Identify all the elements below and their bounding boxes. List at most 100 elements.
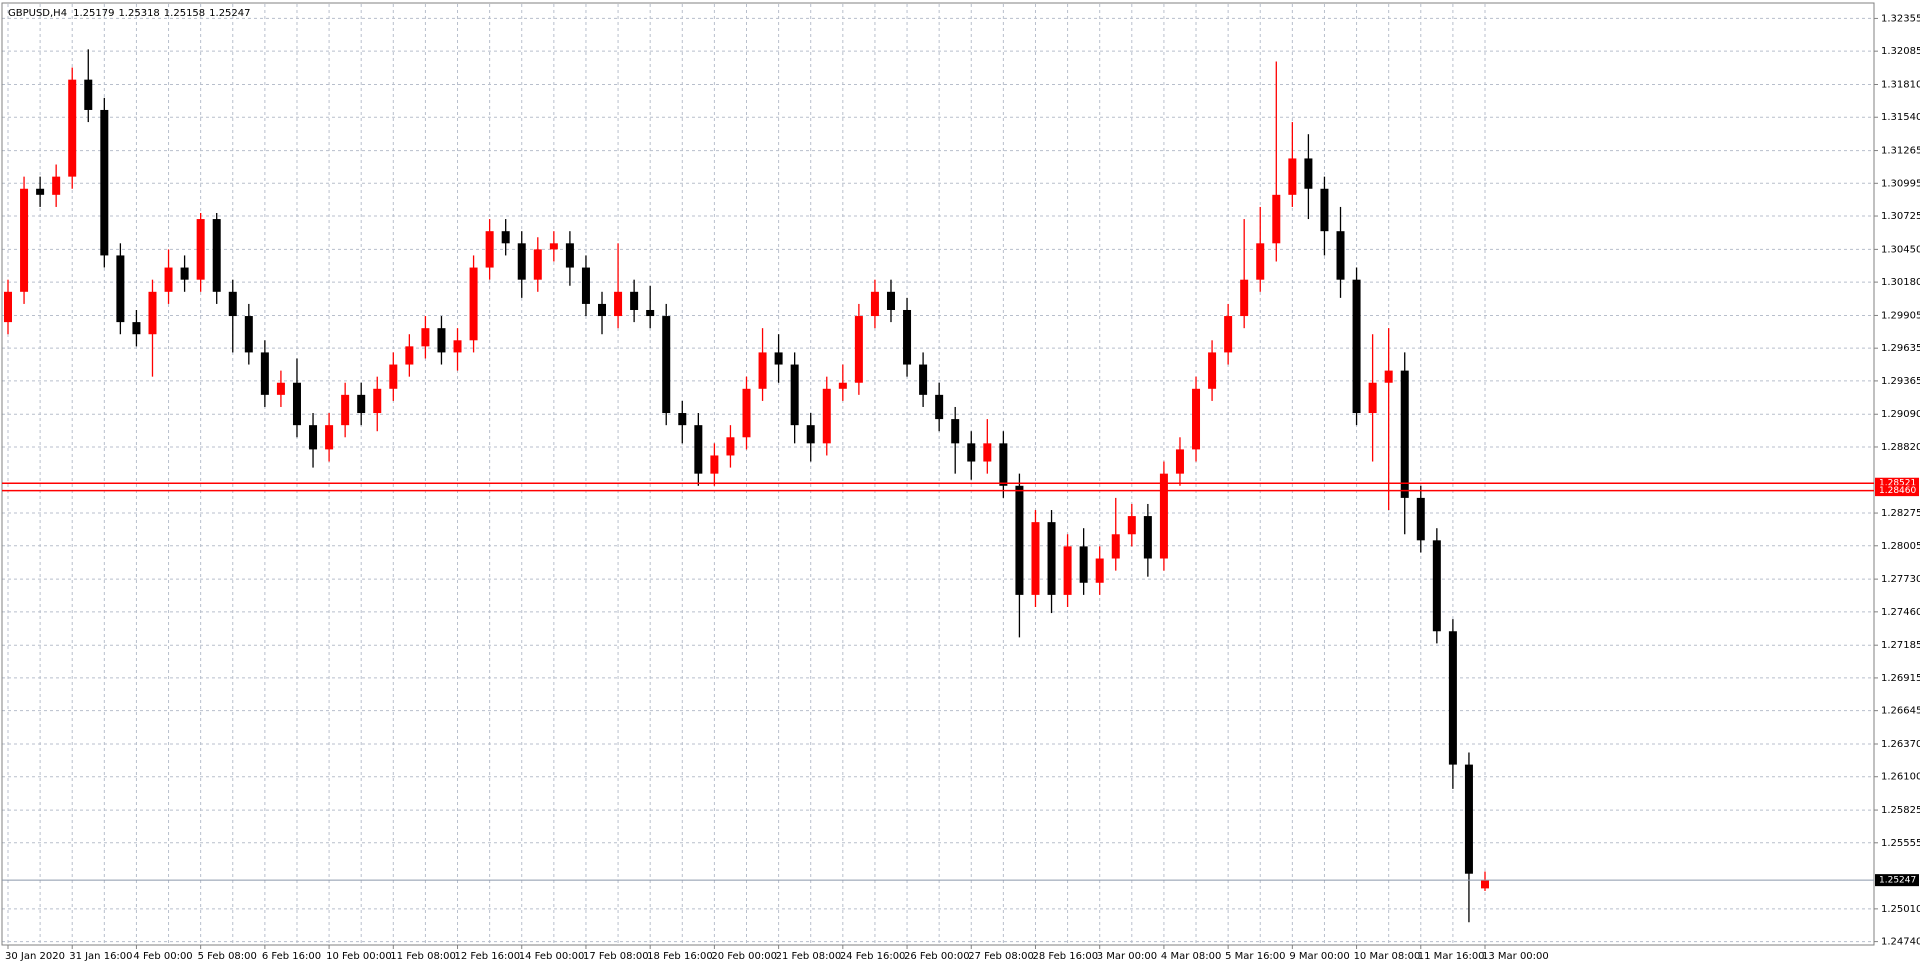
y-tick-label: 1.26645 xyxy=(1881,706,1920,717)
candle-body xyxy=(1111,534,1120,559)
x-tick-label: 30 Jan 2020 xyxy=(5,951,65,962)
y-tick-label: 1.25010 xyxy=(1881,904,1920,915)
candle-body xyxy=(1384,370,1393,383)
candle-body xyxy=(1015,485,1024,595)
x-tick-label: 17 Feb 08:00 xyxy=(583,951,649,962)
y-tick-label: 1.26370 xyxy=(1881,739,1920,750)
candle-body xyxy=(790,364,799,426)
candle-body xyxy=(1320,188,1329,232)
y-tick-label: 1.27185 xyxy=(1881,640,1920,651)
header-low: 1.25158 xyxy=(164,8,205,19)
y-tick-label: 1.32085 xyxy=(1881,46,1920,57)
candle-body xyxy=(854,316,863,383)
candle-body xyxy=(132,322,141,335)
candle-body xyxy=(726,437,735,456)
x-tick-label: 27 Feb 08:00 xyxy=(968,951,1034,962)
y-tick-label: 1.28005 xyxy=(1881,541,1920,552)
candle-body xyxy=(84,79,93,110)
candle-body xyxy=(822,388,831,444)
candle-body xyxy=(501,231,510,244)
y-tick-label: 1.25825 xyxy=(1881,805,1920,816)
candle-body xyxy=(228,291,237,317)
candle-body xyxy=(630,291,639,310)
y-tick-label: 1.29365 xyxy=(1881,376,1920,387)
candle-body xyxy=(967,443,976,462)
candle-body xyxy=(36,188,45,195)
x-tick-label: 10 Feb 00:00 xyxy=(326,951,392,962)
candle-body xyxy=(1224,316,1233,353)
y-tick-label: 1.32355 xyxy=(1881,13,1920,24)
y-tick-label: 1.31540 xyxy=(1881,112,1920,123)
candle-body xyxy=(421,328,430,347)
candle-body xyxy=(116,255,125,323)
candle-body xyxy=(694,425,703,474)
candle-body xyxy=(1336,231,1345,280)
x-tick-label: 6 Feb 16:00 xyxy=(262,951,321,962)
candle-body xyxy=(148,291,157,335)
x-tick-label: 26 Feb 00:00 xyxy=(904,951,970,962)
x-tick-label: 12 Feb 16:00 xyxy=(455,951,521,962)
candle-body xyxy=(389,364,398,389)
y-tick-label: 1.27730 xyxy=(1881,574,1920,585)
x-tick-label: 3 Mar 00:00 xyxy=(1097,951,1157,962)
candle-body xyxy=(1464,764,1473,874)
x-tick-label: 11 Mar 16:00 xyxy=(1418,951,1485,962)
candle-body xyxy=(549,243,558,250)
candle-body xyxy=(1240,279,1249,317)
candle-body xyxy=(999,443,1008,486)
candle-body xyxy=(100,109,109,256)
candle-body xyxy=(1400,370,1409,498)
candle-body xyxy=(710,455,719,474)
candle-body xyxy=(1432,540,1441,632)
price-label: 1.28521 xyxy=(1879,479,1916,489)
candle-body xyxy=(180,267,189,280)
candle-body xyxy=(341,394,350,426)
candle-body xyxy=(774,352,783,365)
candle-body xyxy=(951,419,960,444)
y-tick-label: 1.26915 xyxy=(1881,673,1920,684)
x-tick-label: 21 Feb 08:00 xyxy=(776,951,842,962)
candle-body xyxy=(1031,522,1040,595)
price-label: 1.28460 xyxy=(1879,486,1916,496)
candle-body xyxy=(1175,449,1184,474)
y-tick-label: 1.25555 xyxy=(1881,838,1920,849)
candle-body xyxy=(517,243,526,280)
candle-body xyxy=(164,267,173,292)
candle-body xyxy=(485,231,494,268)
y-tick-label: 1.30995 xyxy=(1881,178,1920,189)
candle-body xyxy=(1063,546,1072,595)
y-tick-label: 1.27460 xyxy=(1881,607,1920,618)
candle-body xyxy=(533,249,542,280)
y-tick-label: 1.29905 xyxy=(1881,310,1920,321)
candle-body xyxy=(903,309,912,365)
candle-body xyxy=(1368,382,1377,414)
candle-body xyxy=(20,188,29,292)
candle-body xyxy=(212,219,221,292)
candle-body xyxy=(614,291,623,317)
candle-body xyxy=(742,388,751,438)
x-tick-label: 4 Feb 00:00 xyxy=(133,951,192,962)
candle-body xyxy=(919,364,928,395)
candle-body xyxy=(598,303,607,317)
candle-body xyxy=(1208,352,1217,389)
x-tick-label: 11 Feb 08:00 xyxy=(390,951,456,962)
header-open: 1.25179 xyxy=(73,8,114,19)
candle-body xyxy=(646,309,655,317)
candle-body xyxy=(292,382,301,426)
candle-body xyxy=(806,425,815,444)
y-tick-label: 1.28275 xyxy=(1881,508,1920,519)
y-tick-label: 1.30180 xyxy=(1881,277,1920,288)
header: GBPUSD,H4 1.25179 1.25318 1.25158 1.25247 xyxy=(8,8,251,19)
candle-body xyxy=(838,382,847,389)
candle-body xyxy=(1416,497,1425,541)
candle-body xyxy=(437,328,446,353)
marks xyxy=(4,49,1489,923)
candle-body xyxy=(1256,243,1265,280)
candle-body xyxy=(325,425,334,450)
x-tick-label: 5 Feb 08:00 xyxy=(198,951,257,962)
price-label-bg xyxy=(1875,485,1919,497)
candle-body xyxy=(886,291,895,310)
x-tick-label: 31 Jan 16:00 xyxy=(69,951,132,962)
